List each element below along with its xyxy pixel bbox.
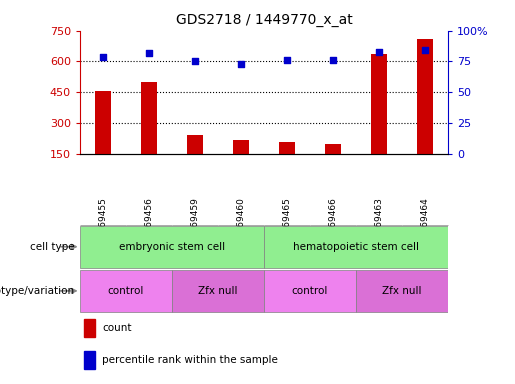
Text: GSM169464: GSM169464: [421, 197, 430, 252]
Bar: [141, 82, 157, 184]
Bar: [356, 270, 448, 312]
Text: cell type: cell type: [30, 242, 75, 252]
Point: [191, 58, 199, 65]
Point: [237, 61, 245, 67]
Bar: [83, 351, 95, 369]
Point: [421, 47, 429, 53]
Text: percentile rank within the sample: percentile rank within the sample: [102, 355, 278, 365]
Point: [99, 53, 107, 60]
Text: GSM169463: GSM169463: [374, 197, 384, 252]
Bar: [279, 142, 295, 184]
Bar: [233, 140, 249, 184]
Text: GSM169455: GSM169455: [98, 197, 107, 252]
Text: control: control: [292, 286, 328, 296]
Bar: [264, 225, 448, 268]
Bar: [264, 270, 356, 312]
Bar: [325, 144, 341, 184]
Text: GSM169456: GSM169456: [144, 197, 153, 252]
Point: [145, 50, 153, 56]
Text: genotype/variation: genotype/variation: [0, 286, 75, 296]
Text: embryonic stem cell: embryonic stem cell: [119, 242, 225, 252]
Bar: [83, 319, 95, 337]
Point: [329, 57, 337, 63]
Bar: [172, 270, 264, 312]
Text: GSM169460: GSM169460: [236, 197, 246, 252]
Bar: [95, 91, 111, 184]
Text: control: control: [108, 286, 144, 296]
Text: hematopoietic stem cell: hematopoietic stem cell: [293, 242, 419, 252]
Text: Zfx null: Zfx null: [198, 286, 237, 296]
Text: count: count: [102, 323, 131, 333]
Bar: [187, 135, 203, 184]
Bar: [80, 270, 172, 312]
Text: GSM169465: GSM169465: [282, 197, 291, 252]
Bar: [417, 39, 433, 184]
Text: GSM169459: GSM169459: [191, 197, 199, 252]
Bar: [371, 54, 387, 184]
Bar: [80, 225, 264, 268]
Point: [283, 57, 291, 63]
Title: GDS2718 / 1449770_x_at: GDS2718 / 1449770_x_at: [176, 13, 352, 27]
Point: [375, 48, 383, 55]
Text: Zfx null: Zfx null: [382, 286, 422, 296]
Text: GSM169466: GSM169466: [329, 197, 337, 252]
